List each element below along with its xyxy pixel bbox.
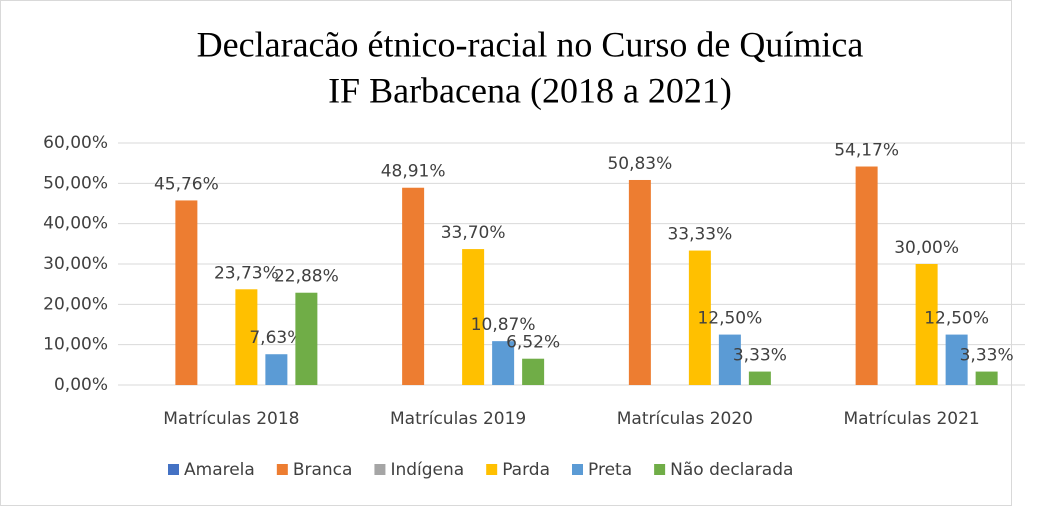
bar (402, 187, 425, 385)
data-label: 30,00% (894, 238, 959, 258)
chart-subtitle: IF Barbacena (2018 a 2021) (328, 70, 732, 110)
data-label: 33,70% (441, 223, 506, 243)
x-tick-label: Matrículas 2021 (844, 409, 980, 429)
legend-swatch (168, 464, 179, 475)
x-tick-label: Matrículas 2018 (163, 409, 299, 429)
bar (718, 334, 741, 385)
data-label: 45,76% (154, 174, 219, 194)
legend-label: Preta (588, 460, 632, 480)
y-tick-label: 50,00% (43, 173, 108, 193)
legend-label: Amarela (184, 460, 255, 480)
bar (522, 358, 545, 385)
bar (915, 264, 938, 385)
data-label: 23,73% (214, 263, 279, 283)
bar (855, 166, 878, 385)
legend-label: Parda (502, 460, 550, 480)
bar (265, 354, 288, 385)
data-label: 50,83% (607, 154, 672, 174)
bar (492, 341, 515, 385)
y-tick-label: 0,00% (54, 375, 108, 395)
data-label: 7,63% (249, 328, 303, 348)
data-label: 6,52% (506, 333, 560, 353)
data-label: 3,33% (733, 346, 787, 366)
x-tick-label: Matrículas 2019 (390, 409, 526, 429)
data-label: 54,17% (834, 141, 899, 161)
x-tick-label: Matrículas 2020 (617, 409, 753, 429)
bar (688, 250, 711, 385)
data-label: 12,50% (924, 309, 989, 329)
bar (975, 371, 998, 385)
data-label: 33,33% (667, 225, 732, 245)
bar (945, 334, 968, 385)
data-label: 48,91% (381, 162, 446, 182)
bar (235, 289, 258, 385)
legend-label: Indígena (390, 460, 464, 480)
data-label: 22,88% (274, 267, 339, 287)
chart-frame (0, 0, 1012, 506)
data-label: 10,87% (471, 315, 536, 335)
bar (748, 371, 771, 385)
y-tick-label: 10,00% (43, 335, 108, 355)
y-tick-label: 60,00% (43, 133, 108, 153)
bar (175, 200, 198, 385)
legend-label: Não declarada (670, 460, 793, 480)
y-tick-label: 40,00% (43, 214, 108, 234)
data-label: 12,50% (697, 309, 762, 329)
data-label: 3,33% (960, 346, 1014, 366)
legend-label: Branca (293, 460, 353, 480)
legend-swatch (374, 464, 386, 475)
bar (628, 179, 651, 385)
legend-swatch (486, 464, 498, 475)
chart-title: Declaracão étnico-racial no Curso de Quí… (197, 24, 864, 64)
y-tick-label: 30,00% (43, 254, 108, 274)
legend-swatch (276, 464, 288, 475)
bar (462, 249, 485, 385)
legend-swatch (654, 464, 666, 475)
bar (295, 292, 318, 385)
legend-swatch (572, 464, 583, 475)
y-tick-label: 20,00% (43, 294, 108, 314)
